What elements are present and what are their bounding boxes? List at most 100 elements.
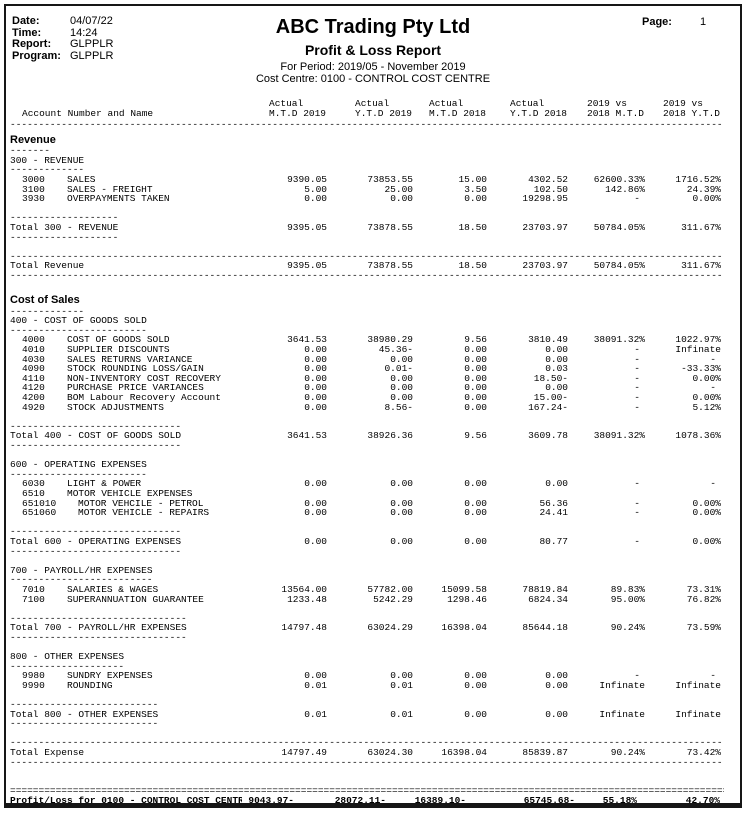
value-cell: 4302.52 [528,175,568,185]
date-label: Date: [12,15,40,27]
account-cell: 651060 MOTOR VEHICLE - REPAIRS [10,508,262,518]
col-header-text: Actual [510,98,545,109]
value-cell: 0.00 [464,354,487,365]
account-number: 9990 [22,680,45,691]
value-cell: 0.00 [464,508,487,518]
value-cell: 0.00% [692,194,721,204]
value-cell: 28072.11- [334,795,386,806]
value-cell: 5242.29 [373,594,413,605]
value-cell: 9395.05 [287,261,327,271]
account-name: SUNDRY EXPENSES [67,671,153,681]
value-cell: 38980.29 [367,335,413,346]
section-header: 300 - REVENUE [10,154,85,166]
account-cell: Total 800 - OTHER EXPENSES [10,709,159,720]
account-number: 9980 [22,671,45,681]
account-cell: 6510 MOTOR VEHICLE EXPENSES [10,489,262,499]
value-cell: 42.70% [685,795,720,806]
value-cell: 38091.32% [593,335,645,346]
company-name: ABC Trading Pty Ltd [275,16,471,38]
value-cell: 0.00 [390,393,413,403]
value-cell: 1022.97% [675,335,721,346]
value-cell: 25.00 [384,184,413,195]
dash-rule: ------------------- [10,213,119,224]
dash-rule: ------------------------------ [10,546,182,557]
value-cell: 85839.87 [522,748,568,758]
dash-rule: ------------------------- [10,575,153,585]
value-cell: 0.00 [545,354,568,365]
col-header: 2018 M.T.D [568,107,645,119]
report-content: Actual Actual Actual Actual 2019 vs 2019… [6,98,740,808]
value-cell: 0.00 [390,498,413,509]
value-cell: 73878.55 [367,261,413,271]
double-rule: ========================================… [10,806,724,808]
col-header-text: Y.T.D 2018 [510,107,568,119]
col-header: Actual [487,99,568,109]
meta-program-row: Program: GLPPLR [12,49,113,63]
value-cell: 0.01- [384,364,413,374]
spacer-row [10,412,734,422]
grand-total-row: Total Revenue 9395.05 73878.55 18.50 23703.9… [10,261,734,271]
col-header-text: 2019 vs [663,98,703,109]
col-header-text: M.T.D 2018 [429,107,487,119]
value-cell: 78819.84 [522,584,568,595]
value-cell: 0.00 [390,194,413,204]
account-row: 6510 MOTOR VEHICLE EXPENSES [10,489,734,499]
col-header: Actual [262,99,327,109]
value-cell: 0.01 [304,680,327,691]
value-cell: 3.50 [464,184,487,195]
meta-report-row: Report: GLPPLR [12,38,113,51]
account-name: MOTOR VEHCILE - PETROL [78,498,204,509]
account-row: 4010 SUPPLIER DISCOUNTS 0.00 45.36- 0.00 0.00… [10,345,734,355]
account-row: 651060 MOTOR VEHICLE - REPAIRS 0.00 0.00 0.0… [10,508,734,518]
time-label: Time: [12,26,42,39]
account-number: 3930 [22,194,45,204]
value-cell: 0.00 [464,373,487,384]
value-cell [487,489,568,499]
account-cell: 4200 BOM Labour Recovery Account [10,393,262,403]
value-cell: 1233.48 [287,594,327,605]
col-header: M.T.D 2018 [413,107,487,119]
value-cell: - [710,479,716,489]
value-cell: 0.00 [545,383,568,394]
dash-rule: ------------------------------- [10,613,187,624]
account-cell: 3000 SALES [10,175,262,185]
value-cell: 0.00 [464,671,487,681]
account-cell: 9980 SUNDRY EXPENSES [10,671,262,681]
spacer-row [10,204,734,214]
value-cell: 9395.05 [287,223,327,233]
page-number: 1 [699,16,707,28]
value-cell: Infinate [675,680,721,691]
account-name: SALES [67,175,96,185]
account-name: LIGHT & POWER [67,479,142,489]
value-cell: 23703.97 [522,261,568,271]
value-cell: 0.00 [545,709,568,720]
program-label: Program: [12,49,61,62]
account-row: 4090 STOCK ROUNDING LOSS/GAIN 0.00 0.01- 0.0… [10,364,734,374]
dash-rule: ------------------------------ [10,421,182,432]
col-header-text: 2018 M.T.D [587,107,645,119]
full-rule: ----------------------------------------… [10,757,724,768]
account-row: 7010 SALARIES & WAGES 13564.00 57782.00 1509… [10,585,734,595]
value-cell: 0.00 [390,508,413,518]
value-cell: 0.00 [304,402,327,413]
account-cell: 651010 MOTOR VEHCILE - PETROL [10,499,262,509]
account-row: 9990 ROUNDING 0.01 0.01 0.00 0.00 Infinate Infi… [10,681,734,691]
subtotal-row: Total 400 - COST OF GOODS SOLD 3641.53 389… [10,431,734,441]
value-cell: 18.50- [533,373,568,384]
value-cell: 0.00 [304,393,327,403]
header-row-2: Account Number and Name M.T.D 2019 Y.T.D… [10,107,734,119]
account-name: SALARIES & WAGES [67,584,159,595]
spacer-row [10,604,734,614]
col-header: Y.T.D 2019 [327,108,413,119]
dash-rule: -------------------------- [10,700,159,710]
account-cell: 4110 NON-INVENTORY COST RECOVERY [10,374,262,384]
dash-rule: ------------------- [10,232,119,243]
value-cell: 0.00% [692,508,721,518]
account-number: 7010 [22,584,45,595]
value-cell: 9.56 [464,431,487,441]
value-cell: 63024.30 [367,748,413,758]
double-rule: ========================================… [10,786,724,796]
col-header-text: 2018 Y.T.D [663,107,721,119]
value-cell: 0.00 [304,479,327,489]
value-cell: 0.00 [464,364,487,374]
